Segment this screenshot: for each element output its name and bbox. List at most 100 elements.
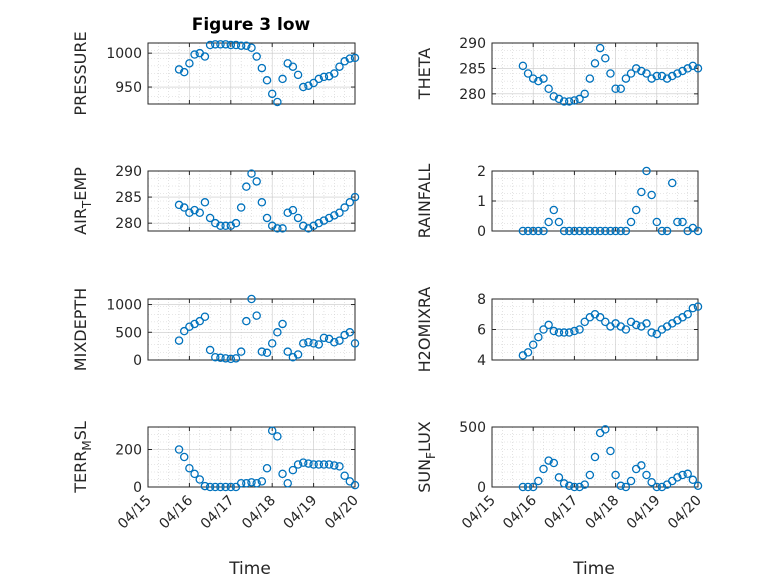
data-point	[309, 460, 318, 469]
data-point	[678, 66, 687, 76]
data-point	[590, 226, 600, 236]
y-tick-label: 200	[115, 443, 142, 459]
data-point	[523, 69, 533, 78]
data-point	[518, 226, 528, 236]
data-point	[200, 52, 210, 61]
data-point	[335, 62, 344, 71]
data-point	[554, 328, 564, 337]
data-point	[314, 340, 324, 349]
data-point	[211, 352, 220, 362]
y-axis-label: SUNFLUX	[415, 421, 438, 493]
data-point	[688, 303, 698, 313]
data-point	[647, 477, 656, 487]
data-point	[611, 470, 620, 480]
data-point	[611, 226, 620, 236]
data-point	[559, 226, 569, 236]
y-axis-label: MIXDEPTH	[71, 288, 90, 371]
data-point	[216, 40, 225, 49]
data-point	[247, 478, 256, 487]
y-tick-label: 280	[459, 87, 486, 103]
data-point	[652, 71, 662, 81]
data-point	[200, 312, 210, 321]
data-point	[293, 460, 303, 469]
data-point	[544, 320, 553, 330]
data-point	[580, 226, 589, 236]
data-point	[273, 432, 282, 441]
y-tick-label: 2	[477, 164, 486, 180]
data-point	[304, 459, 313, 468]
data-point	[683, 64, 692, 73]
data-point	[549, 326, 559, 336]
data-point	[335, 336, 344, 345]
y-tick-label: 1	[477, 194, 486, 210]
data-point	[523, 482, 533, 492]
data-point	[688, 61, 698, 71]
data-point	[683, 309, 692, 319]
data-point	[335, 208, 344, 217]
data-point	[278, 224, 287, 233]
data-point	[570, 326, 579, 336]
data-point	[631, 320, 641, 330]
data-point	[601, 317, 610, 327]
data-point	[195, 208, 204, 217]
data-point	[179, 203, 189, 212]
data-point	[278, 74, 287, 84]
data-point	[335, 462, 344, 471]
data-point	[565, 328, 574, 337]
data-point	[534, 226, 543, 236]
data-point	[340, 471, 349, 480]
data-point	[309, 78, 318, 88]
data-point	[565, 481, 574, 491]
data-point	[179, 326, 189, 336]
y-tick-label: 6	[477, 323, 486, 339]
data-point	[668, 71, 677, 81]
data-point	[221, 482, 230, 492]
data-point	[319, 216, 329, 225]
figure-title: Figure 3 low	[192, 15, 311, 35]
y-tick-label: 4	[477, 353, 486, 369]
data-point	[278, 319, 287, 329]
data-point	[647, 74, 656, 83]
data-point	[216, 353, 225, 363]
data-point	[606, 69, 615, 78]
data-point	[309, 339, 318, 348]
data-point	[662, 74, 672, 83]
data-point	[554, 94, 564, 104]
data-point	[242, 182, 251, 191]
data-point	[631, 64, 641, 73]
data-point	[340, 203, 349, 212]
y-tick-label: 1000	[106, 46, 142, 62]
data-point	[205, 213, 215, 223]
data-point	[226, 482, 236, 492]
data-point	[273, 328, 282, 337]
data-point	[565, 226, 574, 236]
data-point	[273, 97, 282, 107]
data-point	[330, 338, 339, 347]
data-point	[549, 205, 559, 215]
data-point	[174, 336, 184, 345]
y-tick-label: 500	[115, 325, 142, 341]
data-point	[616, 481, 626, 491]
data-point	[637, 187, 646, 197]
data-point	[350, 339, 360, 348]
data-point	[226, 40, 236, 50]
data-point	[324, 213, 334, 223]
data-point	[231, 354, 241, 363]
data-point	[590, 59, 600, 68]
data-point	[626, 476, 636, 486]
data-point	[293, 70, 303, 80]
data-point	[570, 96, 579, 105]
data-point	[657, 71, 667, 81]
data-point	[242, 316, 251, 326]
data-point	[673, 473, 682, 482]
data-point	[657, 226, 667, 236]
data-point	[575, 325, 584, 334]
data-point	[190, 50, 199, 59]
y-axis-label: PRESSURE	[71, 31, 90, 115]
y-tick-label: 1000	[106, 298, 142, 314]
axes-border	[147, 426, 356, 488]
data-point	[570, 482, 579, 492]
data-point	[236, 347, 246, 356]
data-point	[252, 177, 261, 186]
